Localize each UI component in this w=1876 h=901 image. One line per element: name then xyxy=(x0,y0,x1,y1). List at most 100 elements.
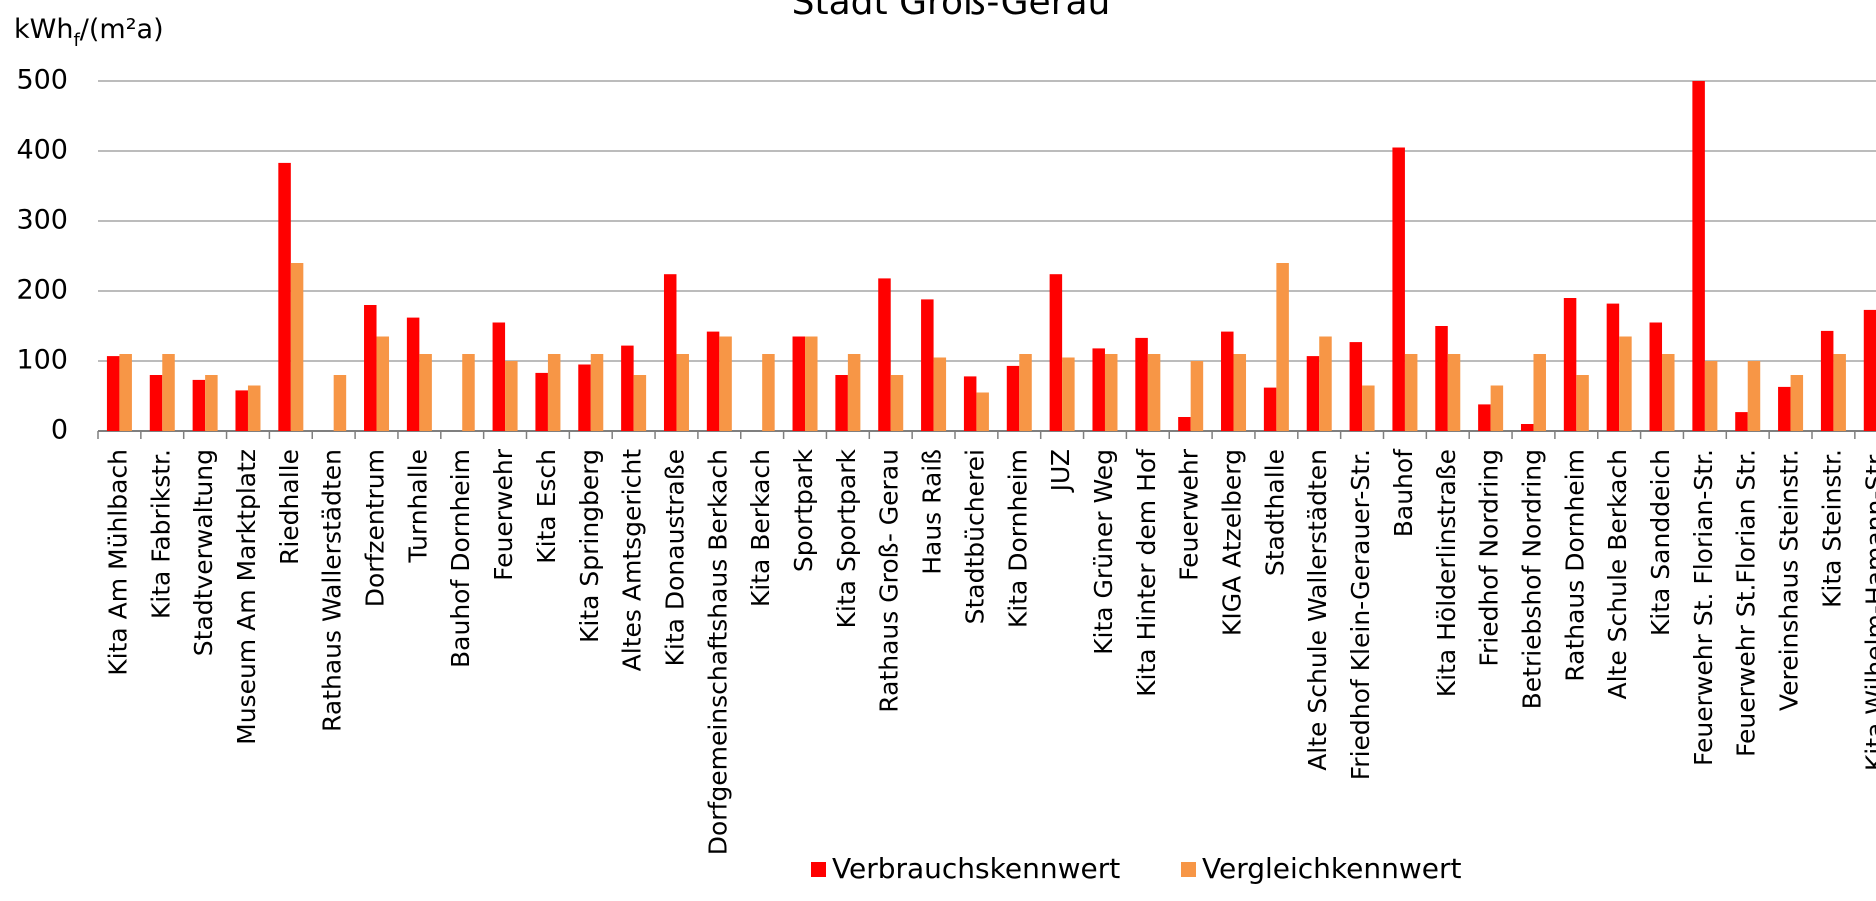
bar xyxy=(278,162,291,431)
x-tick-label: JUZ xyxy=(1046,449,1075,493)
x-tick-label: KIGA Atzelberg xyxy=(1218,449,1247,636)
bar xyxy=(462,354,475,431)
x-tick-label: Feuerwehr xyxy=(489,448,518,581)
bar xyxy=(1692,81,1705,431)
bar xyxy=(621,345,634,431)
x-tick-label: Kita Donaustraße xyxy=(660,449,689,667)
x-tick-label: Kita Sportpark xyxy=(832,448,861,628)
bar xyxy=(535,372,548,431)
y-axis-label: kWhf/(m²a) xyxy=(14,14,164,51)
bar xyxy=(1833,354,1846,431)
x-tick-label: Kita Fabrikstr. xyxy=(146,449,175,619)
bar xyxy=(676,354,689,431)
bar xyxy=(590,354,604,431)
x-tick-label: Feuerwehr St. Florian-Str. xyxy=(1689,449,1718,766)
bar xyxy=(376,336,390,431)
bar xyxy=(847,354,861,431)
bar xyxy=(1349,342,1363,431)
bar xyxy=(106,356,120,431)
bar xyxy=(505,361,518,431)
y-axis-label-part: /(m²a) xyxy=(80,14,164,45)
bar xyxy=(1104,354,1118,431)
x-tick-label: Friedhof Nordring xyxy=(1475,449,1504,667)
x-tick-label: Dorfgemeinschaftshaus Berkach xyxy=(703,449,732,855)
bar xyxy=(1735,412,1748,431)
bar xyxy=(1092,348,1105,431)
x-tick-label: Betriebshof Nordring xyxy=(1517,449,1546,709)
bar xyxy=(162,354,175,431)
x-tick-label: Kita Hölderlinstraße xyxy=(1432,449,1461,697)
bar xyxy=(633,375,647,431)
x-tick-label: Museum Am Marktplatz xyxy=(232,449,261,745)
legend-swatch xyxy=(811,862,826,877)
bar xyxy=(205,375,218,431)
bar xyxy=(963,376,977,431)
bar xyxy=(1233,354,1247,431)
bar xyxy=(792,336,806,431)
x-tick-label: Friedhof Klein-Gerauer-Str. xyxy=(1346,449,1375,780)
x-tick-label: Kita Berkach xyxy=(746,449,775,607)
bar xyxy=(1362,385,1375,431)
x-tick-label: Kita Steinstr. xyxy=(1817,449,1846,608)
x-tick-label: Bauhof xyxy=(1389,448,1418,537)
bar xyxy=(1392,147,1405,431)
bar xyxy=(578,364,591,431)
bar xyxy=(1319,336,1332,431)
bar xyxy=(547,354,561,431)
bar xyxy=(406,317,420,431)
bar xyxy=(762,354,775,431)
x-tick-label: Kita Dornheim xyxy=(1003,449,1032,628)
bar xyxy=(1662,354,1675,431)
bar xyxy=(364,305,377,431)
x-tick-label: Dorfzentrum xyxy=(361,449,390,607)
bar xyxy=(1147,354,1161,431)
bar xyxy=(1190,361,1204,431)
legend-label: Verbrauchskennwert xyxy=(832,852,1120,885)
x-tick-label: Rathaus Groß- Gerau xyxy=(875,449,904,713)
bar xyxy=(805,336,818,431)
bar xyxy=(1563,298,1577,431)
y-tick-label: 0 xyxy=(51,415,68,446)
legend-swatch xyxy=(1181,862,1196,877)
bar xyxy=(1019,354,1032,431)
bar xyxy=(1435,326,1448,431)
x-tick-label: Stadtverwaltung xyxy=(189,449,218,656)
bar xyxy=(1221,331,1234,431)
bar xyxy=(235,390,248,431)
x-tick-label: Kita Hinter dem Hof xyxy=(1132,448,1161,697)
bar xyxy=(1049,274,1063,431)
x-tick-label: Altes Amtsgericht xyxy=(618,449,647,672)
bar xyxy=(1276,263,1289,431)
bar xyxy=(1704,361,1718,431)
x-tick-label: Bauhof Dornheim xyxy=(446,449,475,668)
bar xyxy=(1533,354,1546,431)
bar xyxy=(933,357,947,431)
bar xyxy=(1649,322,1663,431)
bar xyxy=(1520,424,1534,431)
bar xyxy=(663,274,677,431)
bar xyxy=(1778,386,1791,431)
legend-label: Vergleichkennwert xyxy=(1202,852,1462,885)
x-tick-label: Feuerwehr St.Florian Str. xyxy=(1732,449,1761,757)
bar xyxy=(419,354,432,431)
bar xyxy=(1478,404,1491,431)
x-tick-label: Stadthalle xyxy=(1260,449,1289,576)
x-tick-label: Kita Sanddeich xyxy=(1646,449,1675,636)
bar xyxy=(835,375,848,431)
bar xyxy=(119,354,132,431)
x-tick-label: Kita Wilhelm-Hamann-Str. xyxy=(1860,449,1876,771)
bar xyxy=(1178,417,1191,431)
x-tick-label: Kita Springberg xyxy=(575,449,604,643)
bar xyxy=(921,299,934,431)
bar xyxy=(1576,375,1589,431)
chart-title: Stadt Groß-Gerau xyxy=(792,0,1111,23)
x-tick-label: Sportpark xyxy=(789,448,818,572)
x-tick-label: Stadtbücherei xyxy=(960,449,989,624)
y-axis-label-part: f xyxy=(73,30,80,51)
bar xyxy=(1863,309,1876,431)
y-axis-label-part: kWh xyxy=(14,14,73,45)
bar xyxy=(1606,303,1620,431)
x-tick-label: Haus Raiß xyxy=(918,449,947,575)
